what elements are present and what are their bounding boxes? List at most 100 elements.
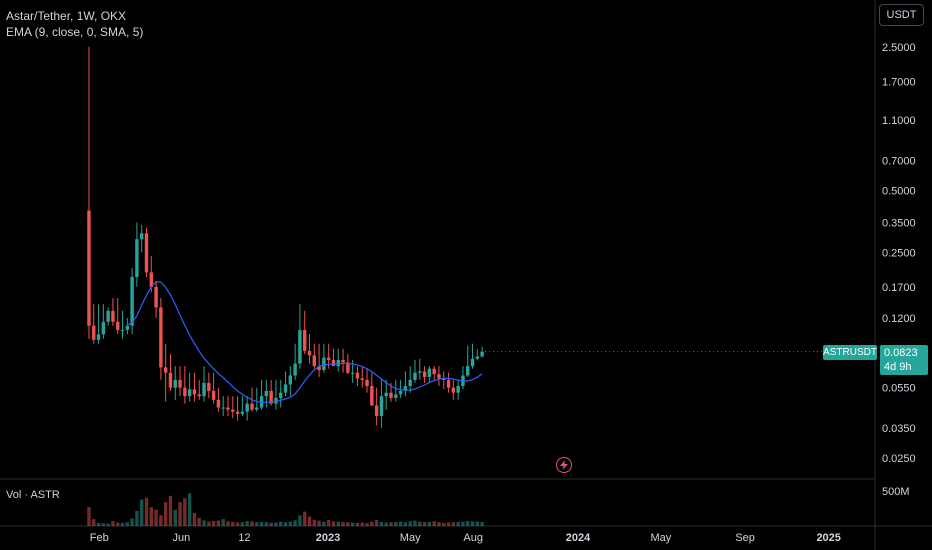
volume-bar xyxy=(279,521,283,526)
volume-bar xyxy=(221,519,225,526)
candle-body xyxy=(111,310,115,322)
candle-body xyxy=(307,350,312,356)
volume-bar xyxy=(288,521,293,526)
lightning-icon[interactable] xyxy=(556,457,572,473)
candle-body xyxy=(350,372,355,374)
candle-body xyxy=(322,357,326,371)
volume-bar xyxy=(111,520,115,526)
volume-bar xyxy=(427,521,432,526)
y-tick-label: 0.2500 xyxy=(882,247,916,259)
price-badge: 0.0823 4d 9h xyxy=(880,345,928,375)
volume-bar xyxy=(163,502,168,526)
volume-bar xyxy=(116,522,120,526)
volume-bar xyxy=(374,520,379,526)
y-tick-label: 0.0350 xyxy=(882,423,916,435)
volume-bar xyxy=(255,522,259,526)
volume-bar xyxy=(120,522,125,526)
volume-bar xyxy=(231,521,235,526)
candle-body xyxy=(240,411,245,414)
volume-bar xyxy=(240,522,245,526)
symbol-tag: ASTRUSDT xyxy=(823,345,877,360)
candle-body xyxy=(202,382,206,397)
y-tick-label: 0.1200 xyxy=(882,313,916,325)
volume-bar xyxy=(322,521,326,526)
candle-body xyxy=(451,387,456,393)
volume-bar xyxy=(173,509,177,526)
volume-bar xyxy=(87,507,91,526)
candle-body xyxy=(475,356,480,359)
candle-body xyxy=(466,366,470,376)
candle-body xyxy=(120,329,125,331)
volume-bar xyxy=(303,511,307,526)
volume-bar xyxy=(394,521,398,526)
candle-body xyxy=(374,405,379,417)
candle-body xyxy=(341,359,345,363)
candle-body xyxy=(183,387,187,397)
candle-body xyxy=(480,351,484,357)
volume-bar xyxy=(389,522,393,526)
candle-body xyxy=(336,359,340,367)
candle-body xyxy=(207,382,211,391)
candle-body xyxy=(149,272,153,287)
candle-body xyxy=(96,334,101,340)
candle-body xyxy=(470,358,475,367)
volume-bar xyxy=(408,521,412,526)
volume-bar xyxy=(331,521,336,526)
candle-body xyxy=(144,233,149,273)
volume-bar xyxy=(101,523,106,526)
candle-body xyxy=(101,321,106,335)
y-tick-label: 1.1000 xyxy=(882,115,916,127)
volume-bar xyxy=(298,515,302,526)
x-tick-label: 2023 xyxy=(316,532,340,544)
candle-body xyxy=(216,399,221,408)
volume-bar xyxy=(422,522,427,526)
currency-button[interactable]: USDT xyxy=(879,4,924,26)
candle-body xyxy=(163,367,168,373)
volume-bar xyxy=(442,522,446,526)
candle-body xyxy=(269,390,273,404)
volume-bar xyxy=(437,522,441,526)
candle-body xyxy=(159,307,163,368)
x-tick-label: 2025 xyxy=(816,532,840,544)
candle-body xyxy=(422,371,427,377)
y-tick-label: 2.5000 xyxy=(882,42,916,54)
volume-bar xyxy=(159,515,163,526)
candle-body xyxy=(264,390,269,397)
volume-bar xyxy=(211,520,216,526)
candle-body xyxy=(312,355,317,367)
candle-body xyxy=(331,359,336,367)
candle-body xyxy=(456,386,460,393)
volume-tick-label: 500M xyxy=(882,486,910,498)
volume-bar xyxy=(187,493,192,526)
volume-bar xyxy=(379,521,384,526)
volume-bar xyxy=(235,522,240,526)
chart-title: Astar/Tether, 1W, OKX xyxy=(6,9,127,23)
candle-body xyxy=(173,379,177,388)
volume-bar xyxy=(480,521,484,526)
volume-bar xyxy=(192,512,197,526)
volume-bar xyxy=(307,516,312,526)
volume-bar xyxy=(475,521,480,526)
candle-body xyxy=(279,392,283,398)
volume-bar xyxy=(92,519,96,526)
candle-body xyxy=(168,372,173,388)
candle-body xyxy=(442,378,446,380)
volume-bar xyxy=(96,522,101,526)
x-tick-label: 12 xyxy=(238,532,250,544)
x-tick-label: 2024 xyxy=(566,532,591,544)
candle-body xyxy=(317,366,321,371)
volume-bar xyxy=(413,520,417,526)
y-tick-label: 0.0550 xyxy=(882,383,916,395)
volume-bar xyxy=(370,521,374,526)
ema-line: EMA (9, close, 0, SMA, 5) xyxy=(127,280,483,404)
volume-bar xyxy=(250,521,254,526)
volume-bar xyxy=(149,507,153,526)
volume-bar xyxy=(139,499,144,526)
volume-bar xyxy=(466,520,470,526)
volume-bar xyxy=(398,521,403,526)
candle-body xyxy=(346,362,350,373)
volume-bar xyxy=(283,522,288,526)
x-tick-label: May xyxy=(650,532,671,544)
volume-bar xyxy=(336,521,340,526)
